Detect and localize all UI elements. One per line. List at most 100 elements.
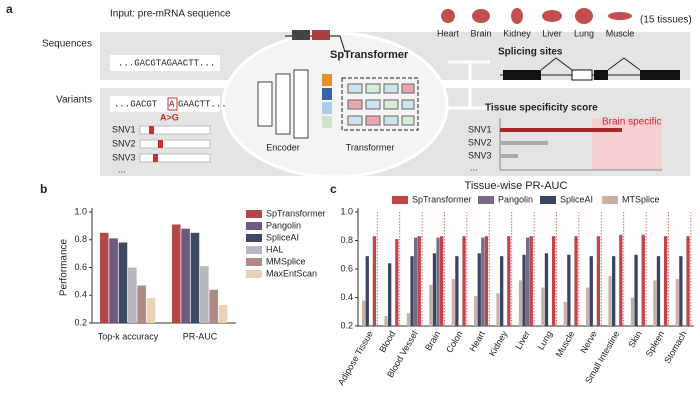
bar [372,236,377,326]
token [322,102,332,114]
legend-label: MaxEntScan [266,268,317,278]
bar [481,237,485,326]
tissue: Brain [470,28,491,38]
x-tick-label: Kidney [487,329,510,358]
panel-label: c [330,182,337,196]
bar [99,232,109,323]
bar [612,256,616,326]
score-diagram [499,118,662,171]
bar [567,254,571,326]
legend-swatch [392,196,408,204]
x-tick-label: Heart [467,329,487,353]
bar [137,285,146,323]
y-tick-label: 1.0 [74,206,87,216]
snv-label: SNV3 [468,150,492,160]
bar [563,301,567,326]
legend-swatch [246,222,262,230]
bar [630,297,635,326]
bar [410,256,414,326]
bar [484,236,489,326]
legend-label: Pangolin [498,194,533,204]
seq-box [110,55,220,71]
bar [596,236,601,326]
legend-label: Pangolin [266,220,301,230]
cell [365,99,381,110]
bar [395,239,399,326]
y-tick-label: 0.8 [74,234,87,244]
bar [436,237,440,326]
x-tick-label: Blood [377,329,397,354]
bar [574,236,578,326]
input-label: Input: pre-mRNA sequence [110,9,231,20]
flow-arrows [448,60,490,110]
bar [455,256,459,326]
bar [200,266,209,323]
layer [275,73,291,135]
panel-label: a [6,2,13,16]
bar [432,253,437,326]
ellipsis: ... [470,162,478,172]
bar [526,237,530,326]
bar [641,234,645,326]
bar [417,236,421,326]
splice-diagram [500,57,680,81]
tissue-score: Tissue specificity score [485,103,598,114]
variant-base: A [169,99,175,109]
bar [500,256,504,326]
chart-title: Tissue-wise PR-AUC [465,180,568,192]
x-tick-label: Liver [513,329,531,351]
bar [686,236,690,326]
model-name: SpTransformer [330,49,409,61]
snv-label: SNV1 [468,124,492,134]
junction [540,57,641,71]
cell [383,99,399,110]
bar [388,263,392,326]
token [322,88,332,100]
cell [365,83,381,94]
cell [401,83,415,94]
icon [575,8,593,24]
bar [128,267,137,323]
encoder-label: Encoder [266,142,300,152]
bar [675,278,679,326]
track [139,153,211,163]
bar [679,256,683,326]
snv-mark [158,140,163,148]
icon [608,12,632,20]
legend-swatch [246,258,262,266]
exon [640,70,680,80]
snv-mark [153,154,158,162]
snv-mark [149,126,154,134]
variant-box [167,97,178,111]
x-tick-label: Colon [444,329,464,354]
layer [257,81,273,127]
snv-label: SNV2 [468,137,492,147]
layer [293,69,309,139]
track [139,125,211,135]
bar [406,313,411,326]
bar [118,242,128,323]
x-tick-label: Nerve [578,329,599,355]
x-tick-label: Spleen [644,329,667,358]
bar [634,254,638,326]
tissue-icons [441,8,632,24]
cell [383,115,399,126]
tissue-count: (15 tissues) [640,15,692,26]
score-bar [500,154,518,158]
cell [347,99,363,110]
legend-label: SpliceAI [266,232,299,242]
transformer-label: Transformer [346,142,395,152]
legend-swatch [246,270,262,278]
bar [507,236,511,326]
legend-label: SpliceAI [560,194,593,204]
legend-label: MTSplice [622,194,660,204]
y-tick-label: 1.0 [340,206,353,216]
legend-swatch [246,210,262,218]
var-box [110,96,220,112]
y-tick-label: 0.2 [340,320,353,330]
panel-label: b [40,182,47,196]
bar [653,280,657,326]
highlight [592,118,662,170]
token [322,74,332,86]
snv-tracks [139,125,211,163]
